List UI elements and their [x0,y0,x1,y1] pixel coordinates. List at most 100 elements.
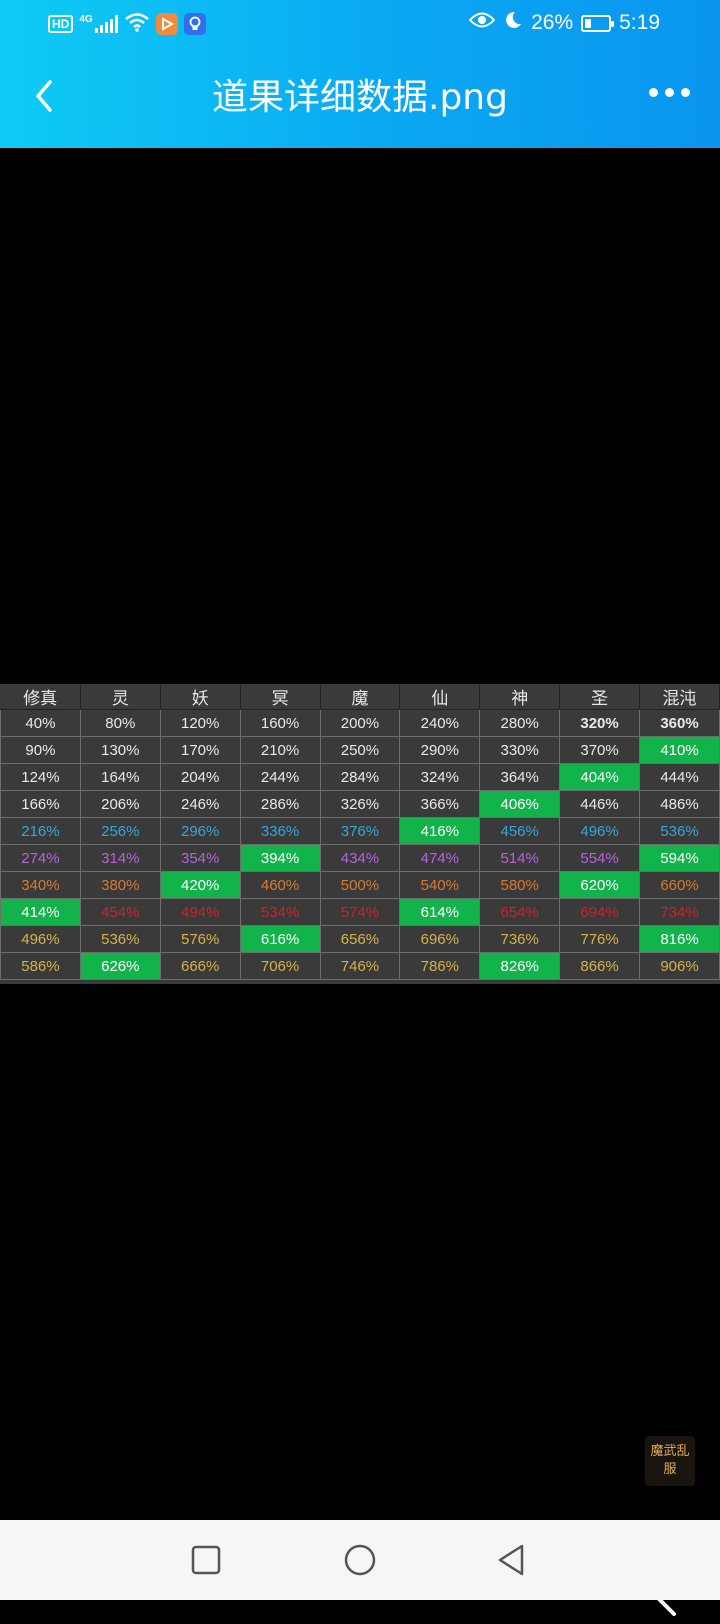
table-cell: 286% [239,790,321,818]
battery-icon [581,14,615,32]
table-row: 414% 454% 494% 534% 574% 614% 654% 694% 734% [0,898,720,926]
table-cell: 694% [559,898,640,926]
network-label: 4G [79,14,93,25]
table-row: 124% 164% 204% 244% 284% 324% 364% 404% 444% [0,763,720,791]
header-cell: 魔 [320,684,401,710]
header-cell: 神 [479,684,561,710]
table-cell: 554% [559,844,640,872]
table-body: 40% 80% 120% 160% 200% 240% 280% 320% 360% 90% 130… [0,709,720,980]
table-row: 90% 130% 170% 210% 250% 290% 330% 370% 410% [0,736,720,764]
battery-percent: 26% [531,11,574,34]
table-cell: 734% [639,898,720,926]
table-cell: 420% [159,871,241,899]
table-cell: 164% [79,763,161,791]
table-cell: 736% [479,925,561,953]
table-cell: 296% [159,817,241,845]
table-cell: 124% [0,763,81,791]
more-button[interactable] [649,88,690,97]
page-title: 道果详细数据.png [212,77,508,118]
image-viewer[interactable]: 修真 灵 妖 冥 魔 仙 神 圣 混沌 40% 80% 120% 160% 200% 24… [0,148,720,1616]
table-row: 166% 206% 246% 286% 326% 366% 406% 446% 486% [0,790,720,818]
data-table: 修真 灵 妖 冥 魔 仙 神 圣 混沌 40% 80% 120% 160% 200% 24… [0,684,720,980]
table-cell: 354% [159,844,241,872]
table-cell: 786% [399,952,481,980]
table-cell: 456% [479,817,561,845]
table-cell: 666% [159,952,241,980]
back-nav-button[interactable] [494,1542,530,1578]
table-cell: 706% [239,952,321,980]
back-triangle-icon [498,1544,524,1576]
video-app-icon [155,13,178,35]
table-cell: 256% [79,817,161,845]
table-cell: 594% [639,844,720,872]
watermark-char: 武 [663,1444,677,1459]
table-cell: 80% [79,709,161,737]
table-cell: 166% [0,790,81,818]
table-cell: 326% [319,790,401,818]
header-cell: 仙 [399,684,481,710]
header-cell: 妖 [160,684,241,710]
table-row: 274% 314% 354% 394% 434% 474% 514% 554% 594% [0,844,720,872]
table-cell: 204% [159,763,241,791]
table-cell: 660% [639,871,720,899]
watermark-char: 乱 [676,1444,690,1459]
moon-icon [503,10,523,36]
table-row: 496% 536% 576% 616% 656% 696% 736% 776% 816% [0,925,720,953]
table-cell: 574% [319,898,401,926]
status-right: 26% 5:19 [468,10,660,36]
table-cell: 576% [159,925,241,953]
table-cell: 280% [479,709,561,737]
table-cell: 696% [399,925,481,953]
table-cell: 360% [639,709,720,737]
table-cell: 170% [159,736,241,764]
table-cell: 580% [479,871,561,899]
table-cell: 906% [639,952,720,980]
table-cell: 486% [639,790,720,818]
table-cell: 614% [399,898,481,926]
table-cell: 90% [0,736,81,764]
back-button[interactable] [30,76,60,116]
watermark-logo: 魔武乱服 [645,1436,695,1486]
table-row: 586% 626% 666% 706% 746% 786% 826% 866% 906% [0,952,720,980]
table-cell: 274% [0,844,81,872]
bulb-app-icon [183,13,206,35]
table-cell: 250% [319,736,401,764]
watermark-char: 服 [663,1462,677,1477]
status-left: HD 4G [48,12,206,36]
table-cell: 656% [319,925,401,953]
table-cell: 776% [559,925,640,953]
header-cell: 圣 [559,684,640,710]
header-cell: 混沌 [639,684,720,710]
header-cell: 修真 [0,684,81,710]
clock-time: 5:19 [619,11,660,34]
table-row: 216% 256% 296% 336% 376% 416% 456% 496% 536% [0,817,720,845]
home-button[interactable] [342,1542,378,1578]
table-cell: 380% [79,871,161,899]
table-cell: 496% [559,817,640,845]
watermark-char: 魔 [650,1444,664,1459]
table-cell: 826% [479,952,561,980]
table-cell: 370% [559,736,640,764]
table-cell: 626% [79,952,161,980]
table-cell: 746% [319,952,401,980]
table-cell: 206% [79,790,161,818]
table-cell: 586% [0,952,81,980]
table-cell: 454% [79,898,161,926]
table-cell: 330% [479,736,561,764]
recent-apps-button[interactable] [188,1542,224,1578]
table-cell: 444% [639,763,720,791]
table-cell: 620% [559,871,640,899]
table-cell: 340% [0,871,81,899]
table-cell: 534% [239,898,321,926]
hd-badge: HD [48,15,74,33]
table-cell: 40% [0,709,81,737]
system-nav-bar [0,1520,720,1600]
signal-bars [94,15,118,33]
table-cell: 474% [399,844,481,872]
table-cell: 616% [239,925,321,953]
chevron-left-icon [36,80,52,112]
table-cell: 210% [239,736,321,764]
table-cell: 434% [319,844,401,872]
app-header: HD 4G [0,0,720,148]
battery-fill [585,18,592,28]
